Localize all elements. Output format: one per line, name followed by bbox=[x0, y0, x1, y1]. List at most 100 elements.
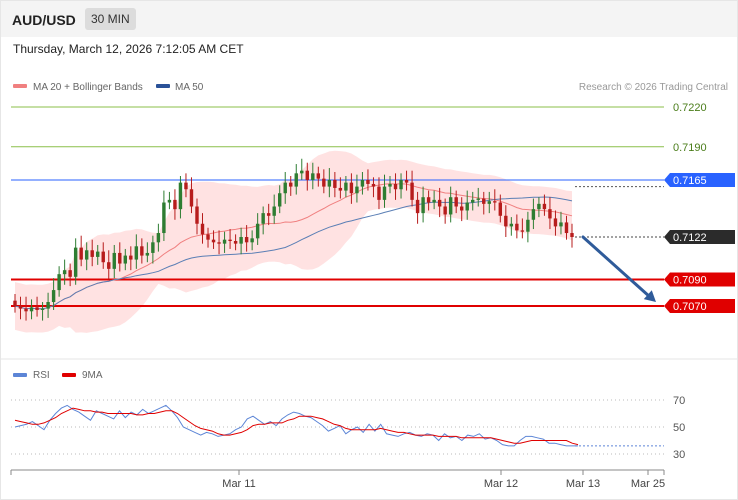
candle-body bbox=[454, 197, 458, 207]
bollinger-band bbox=[15, 150, 572, 333]
candle-body bbox=[73, 247, 78, 277]
rsi-tick-50: 50 bbox=[673, 422, 685, 434]
rsi-layer: 70 50 30 bbox=[11, 395, 685, 461]
level-label-0.7122: 0.7122 bbox=[673, 232, 707, 244]
candle-body bbox=[448, 197, 453, 215]
candle-body bbox=[283, 182, 287, 194]
candle-body bbox=[278, 193, 282, 207]
x-tick-label: Mar 11 bbox=[222, 478, 255, 490]
candle-body bbox=[349, 182, 354, 194]
candle-body bbox=[250, 238, 254, 243]
candle-body bbox=[272, 206, 276, 216]
x-axis: Mar 11 Mar 12 Mar 13 Mar 25 bbox=[10, 470, 665, 490]
candle-body bbox=[13, 300, 17, 306]
candle-body bbox=[167, 199, 172, 203]
candle-body bbox=[476, 198, 480, 200]
candle-body bbox=[570, 233, 574, 238]
candle-body bbox=[504, 215, 508, 227]
candle-body bbox=[333, 179, 337, 188]
chart-datetime: Thursday, March 12, 2026 7:12:05 AM CET bbox=[13, 42, 244, 56]
x-tick-label: Mar 13 bbox=[566, 478, 600, 490]
credit-text: Research © 2026 Trading Central bbox=[579, 82, 728, 93]
candle-body bbox=[134, 246, 139, 260]
candle-body bbox=[377, 186, 381, 200]
candle-body bbox=[311, 173, 315, 180]
chart-header: AUD/USD 30 MIN bbox=[1, 1, 737, 37]
candle-body bbox=[515, 223, 519, 231]
candle-body bbox=[531, 209, 536, 220]
candle-body bbox=[35, 307, 39, 310]
level-label-0.7165: 0.7165 bbox=[673, 175, 707, 187]
candle-body bbox=[200, 223, 205, 235]
candle-body bbox=[542, 203, 547, 210]
candle-body bbox=[465, 202, 469, 211]
level-label-0.7220: 0.7220 bbox=[673, 102, 707, 114]
candle-body bbox=[24, 308, 28, 312]
candle-body bbox=[79, 247, 83, 260]
candle-body bbox=[266, 213, 271, 216]
forecast-arrow-shaft bbox=[581, 235, 652, 299]
candle-body bbox=[151, 242, 155, 253]
candle-body bbox=[84, 250, 89, 260]
candle-body bbox=[107, 262, 111, 269]
candle-body bbox=[217, 242, 221, 244]
candle-body bbox=[233, 240, 238, 244]
candle-body bbox=[228, 239, 232, 241]
candle-body bbox=[559, 222, 563, 227]
candle-body bbox=[40, 308, 45, 310]
level-tag-bg-0.7070 bbox=[664, 299, 735, 313]
rsi-ma-legend-swatch bbox=[62, 373, 76, 377]
candle-body bbox=[96, 251, 100, 257]
candle-body bbox=[289, 182, 293, 187]
ma50-line bbox=[14, 196, 573, 310]
candle-body bbox=[410, 182, 414, 200]
candle-body bbox=[294, 173, 298, 187]
x-tick-label: Mar 25 bbox=[631, 478, 665, 490]
level-tag-bg-0.7122 bbox=[664, 230, 735, 245]
candle-body bbox=[46, 302, 50, 309]
candle-body bbox=[459, 206, 464, 211]
candle-body bbox=[316, 173, 321, 179]
candle-body bbox=[509, 223, 514, 227]
candle-body bbox=[327, 179, 332, 187]
ma50-legend-swatch bbox=[156, 84, 170, 88]
candle-body bbox=[553, 218, 558, 227]
level-label-0.7190: 0.7190 bbox=[673, 142, 707, 154]
candle-body bbox=[90, 250, 94, 257]
candle-body bbox=[244, 237, 249, 243]
instrument-name: AUD/USD bbox=[12, 12, 76, 28]
candle-body bbox=[305, 170, 309, 180]
candle-body bbox=[189, 189, 194, 207]
ma20-legend-swatch bbox=[13, 84, 27, 88]
candle-body bbox=[526, 219, 530, 232]
candle-body bbox=[388, 183, 392, 187]
candle-body bbox=[498, 202, 503, 216]
candle-body bbox=[112, 252, 116, 269]
candle-body bbox=[421, 197, 425, 214]
rsi-ma-line bbox=[14, 407, 579, 446]
candle-body bbox=[564, 222, 569, 234]
price-layer: 0.7220 0.7190 0.7165 0.7122 0.7090 0.7070 bbox=[11, 102, 735, 333]
rsi-ma-legend-label: 9MA bbox=[82, 370, 103, 381]
level-tag-bg-0.7165 bbox=[664, 172, 735, 187]
candle-body bbox=[101, 251, 105, 263]
candle-body bbox=[255, 223, 260, 239]
candle-body bbox=[437, 199, 442, 207]
candle-body bbox=[145, 252, 150, 256]
candle-body bbox=[537, 203, 541, 210]
timeframe-button[interactable]: 30 MIN bbox=[85, 8, 136, 30]
candle-body bbox=[211, 239, 216, 243]
candle-body bbox=[129, 255, 133, 260]
candle-body bbox=[118, 252, 122, 264]
candle-body bbox=[195, 206, 199, 224]
candle-body bbox=[68, 270, 72, 277]
candle-body bbox=[140, 246, 144, 256]
rsi-legend-swatch bbox=[13, 373, 27, 377]
candle-body bbox=[156, 233, 161, 243]
candle-body bbox=[404, 179, 409, 183]
candle-body bbox=[173, 199, 177, 210]
candle-body bbox=[184, 182, 188, 190]
candle-body bbox=[366, 179, 370, 184]
candle-body bbox=[18, 306, 23, 309]
